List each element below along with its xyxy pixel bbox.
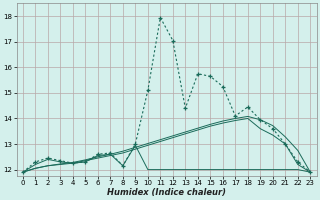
X-axis label: Humidex (Indice chaleur): Humidex (Indice chaleur) — [107, 188, 226, 197]
